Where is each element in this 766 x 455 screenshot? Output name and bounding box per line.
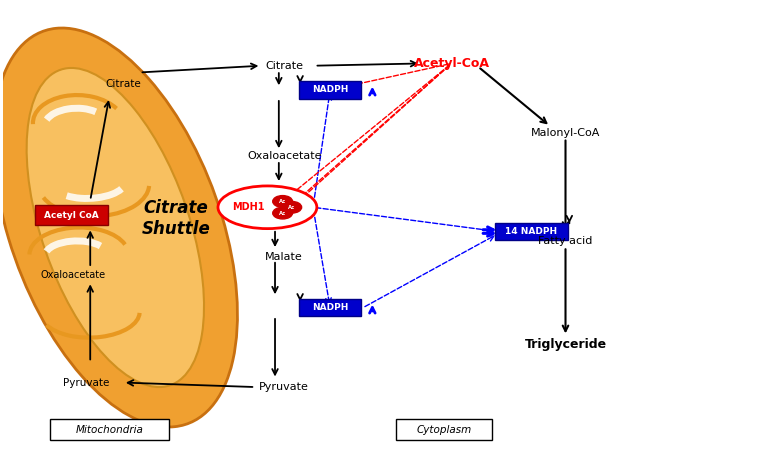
- Text: Oxaloacetate: Oxaloacetate: [247, 151, 322, 161]
- Text: Acetyl-CoA: Acetyl-CoA: [414, 57, 489, 70]
- Text: Triglyceride: Triglyceride: [525, 338, 607, 351]
- Text: Citrate
Shuttle: Citrate Shuttle: [142, 199, 211, 238]
- Text: Citrate: Citrate: [265, 61, 303, 71]
- Text: Acetyl CoA: Acetyl CoA: [44, 211, 99, 220]
- FancyBboxPatch shape: [34, 206, 108, 225]
- Text: Pyruvate: Pyruvate: [64, 378, 110, 388]
- Ellipse shape: [218, 186, 317, 228]
- Text: Malate: Malate: [265, 252, 303, 262]
- FancyBboxPatch shape: [396, 420, 492, 440]
- Circle shape: [273, 207, 293, 219]
- Text: NADPH: NADPH: [312, 86, 349, 95]
- Text: Ac: Ac: [288, 205, 296, 210]
- FancyBboxPatch shape: [300, 81, 361, 99]
- Text: Cytoplasm: Cytoplasm: [416, 425, 471, 435]
- Text: 14 NADPH: 14 NADPH: [506, 227, 558, 236]
- Text: Malonyl-CoA: Malonyl-CoA: [531, 128, 601, 138]
- FancyBboxPatch shape: [50, 420, 169, 440]
- Text: NADPH: NADPH: [312, 303, 349, 313]
- Text: Oxaloacetate: Oxaloacetate: [40, 270, 105, 280]
- Text: Ac: Ac: [279, 211, 286, 216]
- Circle shape: [282, 202, 302, 213]
- FancyBboxPatch shape: [495, 223, 568, 240]
- Ellipse shape: [0, 28, 237, 427]
- Text: Pyruvate: Pyruvate: [259, 382, 309, 392]
- Text: MDH1: MDH1: [232, 202, 264, 212]
- Text: Fatty acid: Fatty acid: [538, 236, 593, 246]
- Circle shape: [273, 196, 293, 207]
- Text: Ac: Ac: [279, 199, 286, 204]
- Text: Citrate: Citrate: [105, 79, 141, 89]
- FancyBboxPatch shape: [300, 299, 361, 317]
- Text: Mitochondria: Mitochondria: [75, 425, 143, 435]
- Ellipse shape: [27, 68, 204, 387]
